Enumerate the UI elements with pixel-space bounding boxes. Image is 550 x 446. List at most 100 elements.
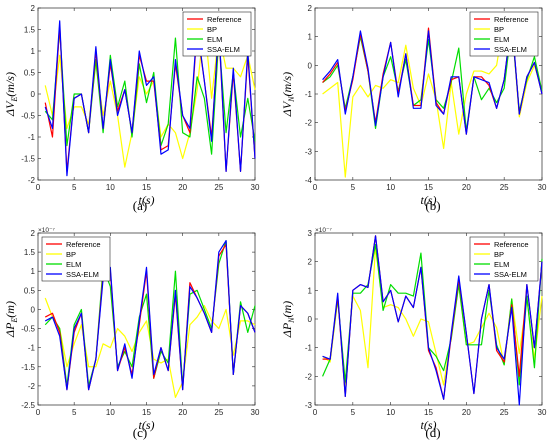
y-axis-label: ΔVN(m/s) [280,72,296,117]
x-tick-label: 30 [251,183,260,192]
chart-panel-2: 0 5 10 15 20 25 30 -4 -3 -2 -1 0 1 2 ReferenceBPELMSSA… [280,4,547,213]
y-tick-label: -3 [305,401,313,410]
x-tick-label: 25 [214,408,223,417]
y-exponent-label: ×10⁻⁷ [315,227,332,234]
panel-caption: (b) [425,198,440,213]
x-tick-label: 25 [214,183,223,192]
y-tick-label: 1 [308,286,313,295]
x-tick-label: 0 [36,183,41,192]
x-axis-label: t(s) [139,193,155,207]
x-tick-label: 5 [351,408,356,417]
x-axis-label: t(s) [421,418,437,432]
series-line-ssa-elm [322,18,543,135]
y-tick-label: 0 [308,61,313,70]
y-tick-label: -1 [28,344,36,353]
y-tick-label: -1.5 [21,363,35,372]
x-tick-label: 25 [500,408,509,417]
x-tick-label: 15 [424,183,433,192]
y-tick-label: 2 [31,4,36,13]
x-tick-label: 15 [142,183,151,192]
x-tick-label: 25 [500,183,509,192]
legend-label: BP [494,250,504,259]
x-tick-label: 5 [351,183,356,192]
legend-label: Reference [494,240,529,249]
x-tick-label: 0 [313,183,318,192]
x-tick-label: 10 [106,183,115,192]
y-tick-label: -2 [305,372,313,381]
panel-caption: (a) [133,198,147,213]
y-tick-label: -2 [28,382,36,391]
x-tick-label: 20 [178,183,187,192]
legend-label: BP [494,25,504,34]
legend-label: ELM [494,35,509,44]
legend-label: Reference [207,15,242,24]
x-tick-label: 20 [462,408,471,417]
y-tick-label: -1 [305,344,313,353]
y-tick-label: 2 [308,4,313,13]
y-tick-label: 0.5 [24,286,36,295]
y-tick-label: 3 [308,229,313,238]
x-tick-label: 30 [251,408,260,417]
x-tick-label: 0 [36,408,41,417]
y-axis-label: ΔPE(m) [3,301,19,338]
x-tick-label: 10 [386,183,395,192]
x-axis-label: t(s) [421,193,437,207]
y-tick-label: -0.5 [21,325,35,334]
y-tick-label: -1 [28,133,36,142]
y-tick-label: -2.5 [21,401,35,410]
x-tick-label: 20 [462,183,471,192]
legend-label: BP [207,25,217,34]
legend-label: ELM [494,260,509,269]
y-tick-label: 1 [308,33,313,42]
x-tick-label: 15 [142,408,151,417]
y-tick-label: -3 [305,147,313,156]
y-tick-label: 2 [31,229,36,238]
x-tick-label: 30 [538,408,547,417]
y-tick-label: 1.5 [24,26,36,35]
legend-label: SSA-ELM [494,270,527,279]
y-tick-label: 0 [31,305,36,314]
y-tick-label: -0.5 [21,112,35,121]
legend-label: SSA-ELM [66,270,99,279]
x-axis-label: t(s) [139,418,155,432]
panel-caption: (c) [133,425,147,440]
y-tick-label: 0.5 [24,69,36,78]
chart-panel-4: 0 5 10 15 20 25 30 -3 -2 -1 0 1 2 3 ×10⁻⁷ ReferenceBPEL… [280,227,547,440]
y-tick-label: 0 [308,315,313,324]
y-tick-label: 1 [31,47,36,56]
x-tick-label: 5 [72,408,77,417]
legend-label: Reference [66,240,101,249]
x-tick-label: 10 [106,408,115,417]
y-axis-label: ΔPN(m) [280,301,296,338]
y-tick-label: -1 [305,90,313,99]
y-tick-label: 0 [31,90,36,99]
y-tick-label: 2 [308,258,313,267]
chart-panel-3: 0 5 10 15 20 25 30 -2.5 -2 -1.5 -1 -0.5 0 0.5 1 1.5 2 ×10… [3,227,260,440]
x-tick-label: 0 [313,408,318,417]
legend-label: ELM [66,260,81,269]
series-line-elm [44,240,256,387]
x-tick-label: 20 [178,408,187,417]
y-tick-label: -1.5 [21,155,35,164]
y-tick-label: 1.5 [24,248,36,257]
x-tick-label: 10 [386,408,395,417]
legend-label: SSA-ELM [207,45,240,54]
legend-label: SSA-ELM [494,45,527,54]
y-tick-label: -2 [28,176,36,185]
panel-caption: (d) [425,425,440,440]
chart-panel-1: 0 5 10 15 20 25 30 -2 -1.5 -1 -0.5 0 0.5 1 1.5 2 Referen… [3,4,260,213]
x-tick-label: 30 [538,183,547,192]
y-axis-label: ΔVE(m/s) [3,72,19,117]
series-line-ssa-elm [322,235,543,406]
legend-label: ELM [207,35,222,44]
legend-label: BP [66,250,76,259]
x-tick-label: 15 [424,408,433,417]
y-tick-label: 1 [31,267,36,276]
y-tick-label: -2 [305,119,313,128]
series-line-ssa-elm [44,240,256,391]
